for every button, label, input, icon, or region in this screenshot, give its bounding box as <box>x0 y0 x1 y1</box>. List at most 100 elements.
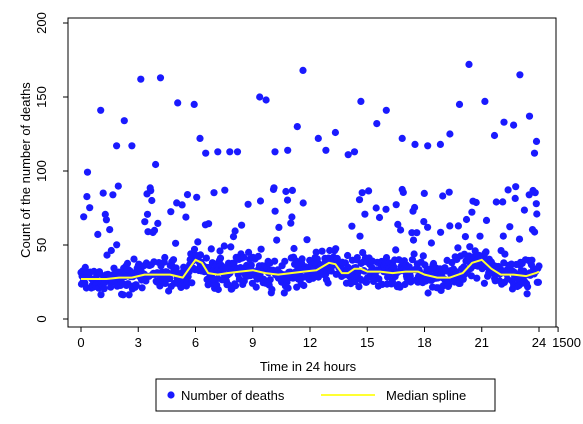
legend-marker-deaths <box>167 391 175 399</box>
scatter-point <box>506 223 514 231</box>
scatter-point <box>531 228 539 236</box>
scatter-point <box>123 259 132 267</box>
scatter-point <box>169 256 178 264</box>
scatter-point <box>183 191 192 199</box>
scatter-point <box>353 254 361 262</box>
scatter-point <box>216 247 224 255</box>
scatter-point <box>413 229 421 237</box>
scatter-point <box>409 236 418 244</box>
scatter-point <box>141 218 149 226</box>
scatter-point <box>113 241 121 249</box>
scatter-point <box>288 213 296 221</box>
scatter-point <box>455 100 464 108</box>
scatter-point <box>525 112 534 120</box>
scatter-point <box>482 216 491 224</box>
scatter-point <box>94 230 102 238</box>
scatter-point <box>373 120 381 128</box>
scatter-point <box>132 281 140 289</box>
scatter-point <box>524 283 532 291</box>
scatter-point <box>124 280 132 288</box>
scatter-point <box>531 189 539 197</box>
scatter-point <box>221 186 229 194</box>
scatter-point <box>172 239 180 247</box>
scatter-point <box>530 149 539 157</box>
scatter-point <box>322 146 330 154</box>
scatter-point <box>238 221 246 229</box>
scatter-point <box>83 168 92 176</box>
scatter-point <box>408 256 416 264</box>
x-axis: 0 3 6 9 12 15 18 21 24 1500 <box>77 326 581 350</box>
scatter-point <box>137 75 145 83</box>
scatter-point <box>216 254 225 262</box>
scatter-point <box>138 284 146 292</box>
scatter-point <box>359 249 367 257</box>
scatter-point <box>270 184 278 192</box>
scatter-point <box>103 251 111 259</box>
y-tick-label: 0 <box>34 315 49 322</box>
scatter-point <box>244 200 252 208</box>
scatter-point <box>473 274 481 282</box>
scatter-point <box>299 199 307 207</box>
scatter-point <box>520 206 529 214</box>
scatter-point <box>424 289 432 297</box>
scatter-point <box>254 252 262 260</box>
scatter-point <box>481 97 489 105</box>
scatter-point <box>436 140 444 148</box>
scatter-point <box>125 291 133 299</box>
scatter-point <box>156 74 165 82</box>
scatter-point <box>284 284 292 292</box>
scatter-point <box>210 189 218 197</box>
scatter-point <box>355 196 364 204</box>
scatter-point <box>205 220 213 228</box>
scatter-point <box>256 197 265 205</box>
scatter-point <box>280 289 288 297</box>
x-tick-label: 9 <box>249 335 256 350</box>
scatter-point <box>356 232 364 240</box>
scatter-point <box>99 189 107 197</box>
scatter-point <box>214 285 222 294</box>
scatter-point <box>344 151 352 159</box>
scatter-point <box>357 97 365 105</box>
scatter-point <box>465 60 473 68</box>
scatter-point <box>172 264 180 272</box>
scatter-point <box>533 210 541 218</box>
scatter-point <box>420 218 428 226</box>
scatter-point <box>358 189 366 197</box>
scatter-point <box>202 149 210 157</box>
scatter-point <box>446 222 454 230</box>
scatter-point <box>240 253 248 261</box>
scatter-point <box>101 210 109 218</box>
scatter-point <box>499 198 507 206</box>
scatter-point <box>182 213 190 221</box>
plot-area <box>67 17 557 328</box>
scatter-point <box>298 255 306 263</box>
scatter-point <box>394 220 402 228</box>
y-tick-label: 150 <box>34 86 49 108</box>
scatter-point <box>420 189 428 197</box>
scatter-point <box>300 281 308 290</box>
scatter-point <box>390 263 398 272</box>
scatter-point <box>148 196 156 205</box>
scatter-point <box>107 283 115 291</box>
scatter-point <box>166 275 174 283</box>
y-axis-label: Count of the number of deaths <box>18 82 33 258</box>
legend-label-deaths: Number of deaths <box>181 388 285 403</box>
scatter-point <box>424 223 432 231</box>
scatter-point <box>500 118 508 126</box>
scatter-point <box>247 261 255 269</box>
scatter-point <box>271 148 279 156</box>
scatter-point <box>102 216 110 224</box>
scatter-point <box>462 215 471 224</box>
scatter-point <box>476 232 484 240</box>
scatter-point <box>284 146 292 154</box>
scatter-point <box>314 134 322 142</box>
scatter-point <box>480 279 488 287</box>
x-tick-label: 15 <box>360 335 374 350</box>
scatter-point <box>196 251 205 259</box>
scatter-point <box>193 193 201 201</box>
scatter-point <box>256 93 264 101</box>
scatter-point <box>154 219 162 227</box>
scatter-point <box>365 187 373 195</box>
legend-label-spline: Median spline <box>386 388 466 403</box>
